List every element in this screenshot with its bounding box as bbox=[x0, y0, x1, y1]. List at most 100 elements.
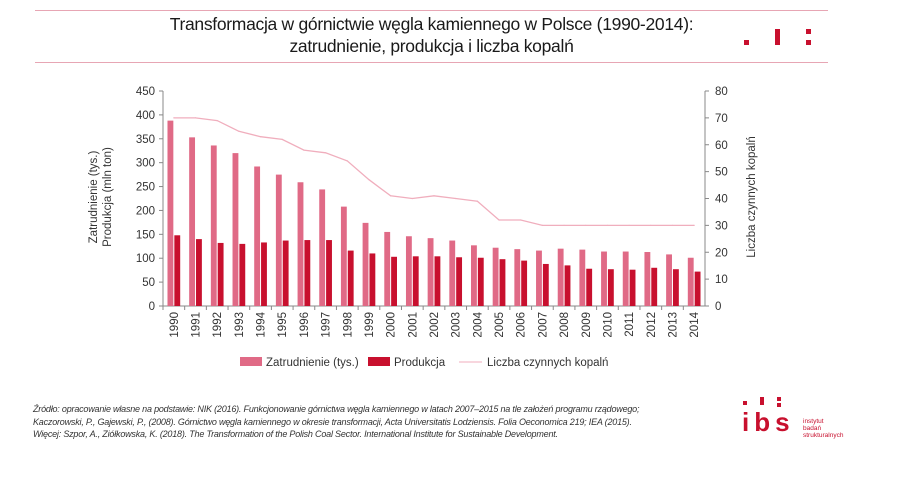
legend-swatch-production bbox=[368, 357, 390, 366]
x-tick-label-1998: 1998 bbox=[342, 312, 354, 338]
bar-production-2012 bbox=[651, 267, 658, 306]
bar-production-1995 bbox=[282, 240, 289, 306]
right-tick-label: 0 bbox=[715, 301, 721, 313]
point-mines-2003 bbox=[455, 197, 457, 200]
source-line-2: Kaczorowski, P., Gajewski, P., (2008). G… bbox=[33, 416, 632, 427]
left-tick-label: 450 bbox=[136, 86, 155, 98]
right-tick-label: 70 bbox=[715, 113, 728, 125]
legend: Zatrudnienie (tys.) Produkcja Liczba czy… bbox=[240, 357, 608, 369]
point-mines-2001 bbox=[411, 197, 413, 200]
legend-label-production: Produkcja bbox=[394, 357, 446, 369]
x-tick-label-2003: 2003 bbox=[451, 312, 463, 338]
x-tick-label-1995: 1995 bbox=[277, 312, 289, 338]
point-mines-2007 bbox=[541, 224, 544, 226]
bar-employment-2005 bbox=[492, 247, 499, 306]
point-mines-2010 bbox=[606, 224, 609, 226]
x-tick-label-2010: 2010 bbox=[602, 312, 614, 338]
bar-employment-2001 bbox=[405, 236, 412, 306]
x-tick-label-1996: 1996 bbox=[299, 312, 311, 338]
series-employment bbox=[167, 120, 694, 306]
point-mines-2000 bbox=[390, 195, 392, 197]
bar-production-2014 bbox=[694, 271, 701, 306]
left-tick-label: 100 bbox=[136, 253, 155, 265]
bar-production-2013 bbox=[672, 269, 679, 306]
x-tick-label-2013: 2013 bbox=[668, 312, 680, 338]
bar-employment-2007 bbox=[536, 250, 542, 306]
point-mines-1995 bbox=[281, 138, 283, 140]
x-tick-label-1994: 1994 bbox=[256, 311, 268, 337]
bar-production-1994 bbox=[261, 242, 267, 306]
bar-production-1996 bbox=[304, 240, 311, 306]
bar-production-2004 bbox=[477, 257, 484, 306]
bar-production-1991 bbox=[196, 239, 202, 306]
right-tick-label: 40 bbox=[715, 194, 728, 206]
bar-production-1993 bbox=[239, 243, 246, 306]
bar-production-2007 bbox=[542, 263, 549, 306]
right-tick-label: 80 bbox=[715, 86, 728, 98]
page-title: Transformacja w górnictwie węgla kamienn… bbox=[35, 13, 828, 57]
ibs-subtitle-3: strukturalnych bbox=[803, 432, 844, 439]
bar-production-2010 bbox=[607, 269, 614, 306]
point-mines-1998 bbox=[346, 160, 348, 162]
point-mines-2002 bbox=[433, 195, 435, 197]
line-mines bbox=[173, 117, 695, 227]
bar-employment-2011 bbox=[622, 251, 629, 306]
x-tick-label-2004: 2004 bbox=[472, 311, 484, 337]
left-tick-label: 0 bbox=[149, 301, 155, 313]
x-tick-label-2001: 2001 bbox=[407, 312, 419, 338]
bar-employment-1991 bbox=[189, 137, 196, 306]
point-mines-2011 bbox=[628, 224, 630, 226]
bar-production-1998 bbox=[347, 250, 354, 306]
x-tick-label-2011: 2011 bbox=[624, 312, 636, 337]
x-tick-label-2007: 2007 bbox=[537, 312, 549, 338]
right-tick-label: 20 bbox=[715, 247, 728, 259]
x-tick-label-1999: 1999 bbox=[364, 312, 376, 338]
bar-production-2000 bbox=[391, 256, 397, 306]
point-mines-2012 bbox=[650, 224, 652, 226]
left-tick-label: 300 bbox=[136, 158, 155, 170]
bar-production-2009 bbox=[586, 268, 593, 306]
left-tick-label: 50 bbox=[142, 277, 155, 289]
point-mines-1994 bbox=[259, 136, 262, 138]
bar-production-1999 bbox=[369, 253, 376, 306]
right-tick-label: 10 bbox=[715, 274, 728, 286]
bar-production-1992 bbox=[217, 242, 224, 306]
bar-production-2003 bbox=[456, 257, 463, 306]
point-mines-2006 bbox=[520, 219, 522, 221]
y-axis-right-label: Liczba czynnych kopalń bbox=[746, 136, 758, 257]
x-tick-label-2000: 2000 bbox=[386, 312, 398, 338]
point-mines-1997 bbox=[325, 152, 327, 154]
point-mines-2008 bbox=[563, 224, 565, 226]
bar-production-2011 bbox=[629, 269, 636, 306]
bar-employment-1994 bbox=[254, 166, 261, 306]
x-tick-label-1990: 1990 bbox=[169, 312, 181, 338]
right-tick-label: 30 bbox=[715, 220, 728, 232]
bar-employment-2008 bbox=[557, 248, 564, 306]
title-line-2: zatrudnienie, produkcja i liczba kopalń bbox=[289, 36, 574, 56]
point-mines-2005 bbox=[498, 219, 500, 221]
top-rule bbox=[35, 10, 828, 11]
bar-employment-2004 bbox=[471, 245, 477, 306]
bar-employment-1995 bbox=[275, 174, 282, 306]
ibs-logo: ibs instytut badań strukturalnych bbox=[738, 395, 868, 455]
bar-employment-1993 bbox=[232, 153, 239, 306]
right-tick-label: 60 bbox=[715, 140, 728, 152]
left-tick-label: 350 bbox=[136, 134, 155, 146]
bar-employment-2002 bbox=[427, 238, 434, 306]
bar-production-2002 bbox=[434, 256, 441, 306]
ibs-subtitle: instytut badań strukturalnych bbox=[803, 418, 843, 439]
title-line-1: Transformacja w górnictwie węgla kamienn… bbox=[169, 14, 694, 34]
bar-employment-2006 bbox=[514, 249, 521, 306]
source-note: Źródło: opracowanie własne na podstawie:… bbox=[33, 403, 723, 441]
x-tick-label-1997: 1997 bbox=[321, 312, 333, 338]
bar-employment-2012 bbox=[644, 252, 651, 306]
bar-employment-1997 bbox=[319, 189, 326, 306]
source-line-1: Źródło: opracowanie własne na podstawie:… bbox=[33, 404, 640, 414]
bar-production-2006 bbox=[521, 260, 528, 306]
bar-production-1997 bbox=[326, 240, 332, 306]
bar-production-2005 bbox=[499, 259, 506, 306]
x-tick-label-2014: 2014 bbox=[689, 311, 701, 337]
right-axis-ticks: 0 10 20 30 40 50 60 70 80 bbox=[705, 86, 728, 313]
bar-production-2008 bbox=[564, 265, 571, 306]
ibs-subtitle-1: instytut bbox=[803, 418, 824, 425]
